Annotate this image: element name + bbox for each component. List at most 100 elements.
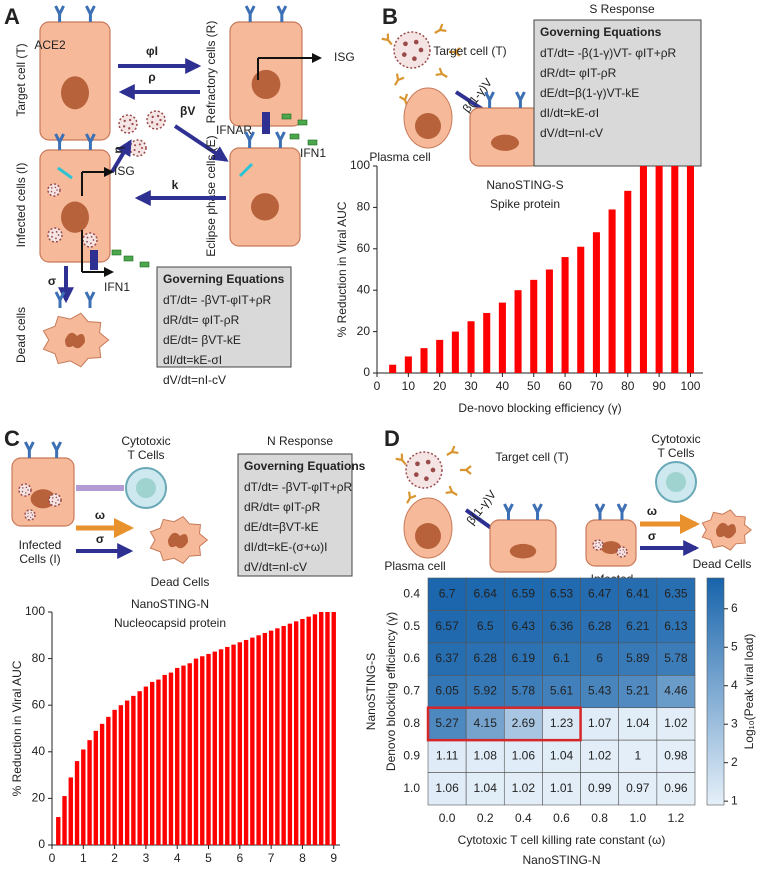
rate-label: βV <box>180 104 195 118</box>
bar <box>131 695 136 845</box>
heatmap-cell <box>427 610 467 644</box>
virion-dot <box>27 515 29 517</box>
equation: dE/dt= βVT-kE <box>163 333 241 347</box>
y-tick-label: 0.6 <box>403 651 420 665</box>
virion-dot <box>413 39 419 45</box>
bar <box>200 656 205 845</box>
bar <box>483 312 491 373</box>
heatmap-cell <box>618 772 658 806</box>
cell-label: 6.53 <box>550 586 574 600</box>
bar <box>225 646 230 845</box>
x-tick-label: 30 <box>464 379 478 393</box>
bar <box>143 686 149 845</box>
bar <box>112 709 117 845</box>
bar <box>162 674 167 845</box>
antibody <box>435 67 448 78</box>
x-tick-label: 0.4 <box>515 811 532 825</box>
cell-label: 1 <box>634 749 641 763</box>
cell-label: 1.01 <box>550 781 574 795</box>
virion-dot <box>55 496 58 499</box>
heatmap-cell <box>503 642 543 676</box>
nucleus <box>30 489 56 509</box>
antibody <box>406 491 417 504</box>
cell-label: Infected cells (I) <box>14 163 28 248</box>
x-tick-label: 0.8 <box>591 811 608 825</box>
virion-dot <box>52 497 54 499</box>
bar <box>62 796 67 845</box>
dead-nucleus <box>168 532 188 549</box>
virion-dot <box>150 121 154 124</box>
colorbar-tick-label: 2 <box>731 755 738 769</box>
bar <box>545 269 553 373</box>
bar <box>389 364 397 373</box>
bar <box>243 639 249 845</box>
virion-dot <box>131 122 134 126</box>
cell-label: 0.99 <box>588 781 612 795</box>
virion <box>47 227 63 243</box>
rate-label: η <box>111 146 125 153</box>
x-tick-label: 1 <box>80 851 87 865</box>
cell-label: 0.98 <box>664 749 688 763</box>
bar <box>312 614 318 845</box>
cell-label: 6.35 <box>664 586 688 600</box>
antibody <box>445 485 458 496</box>
heatmap-cell <box>465 642 505 676</box>
antibody <box>446 445 459 456</box>
rate-label: ρ <box>148 70 155 84</box>
x-tick-label: 4 <box>174 851 181 865</box>
antibody <box>394 73 405 86</box>
bar <box>608 209 616 373</box>
cell-label: 5.43 <box>588 684 612 698</box>
panel-label: A <box>4 4 20 29</box>
ifnar <box>90 250 98 270</box>
virion <box>592 539 604 551</box>
bar <box>686 166 694 373</box>
virion <box>48 493 62 507</box>
ifn <box>111 249 122 256</box>
cell-label: 1.06 <box>435 781 459 795</box>
cell-label: Plasma cell <box>369 150 430 164</box>
equation: dI/dt=kE-(σ+ω)I <box>244 540 327 554</box>
equation-box <box>156 266 292 368</box>
heatmap-cell <box>542 642 581 676</box>
plasma-nucleus <box>415 113 441 139</box>
cell-label: 0.97 <box>626 781 650 795</box>
heatmap-cell <box>618 674 658 709</box>
heatmap-cell <box>465 610 505 644</box>
cell-label: 1.06 <box>512 749 536 763</box>
virion-dot <box>424 476 429 482</box>
cell-label: Cytotoxic T Cells <box>651 432 700 460</box>
virion-dot <box>598 546 600 549</box>
x-tick-label: 20 <box>433 379 447 393</box>
equation: dI/dt=kE-σI <box>163 353 222 367</box>
bar <box>231 644 236 845</box>
virion-dot <box>138 150 141 153</box>
virion-dot <box>55 237 57 240</box>
virion-dot <box>57 499 59 501</box>
receptor <box>54 133 65 150</box>
heatmap-cell <box>542 577 581 611</box>
receptor <box>85 5 96 22</box>
bar <box>93 730 99 845</box>
cell-label: Plasma cell <box>384 559 445 573</box>
cell-label: 6.28 <box>588 619 612 633</box>
cell-label: Target cell (T) <box>433 44 506 58</box>
cell-label: 2.69 <box>512 716 536 730</box>
heatmap-cell <box>618 739 658 773</box>
heatmap-cell <box>656 707 696 741</box>
nucleus <box>509 543 537 559</box>
bar <box>175 667 180 845</box>
receptor <box>532 503 543 520</box>
antibody <box>449 47 461 57</box>
virion-dot <box>140 146 144 150</box>
colorbar-label: Log₁₀(Peak viral load) <box>742 634 756 750</box>
virion-dot <box>412 56 417 62</box>
cell-label: 6.59 <box>512 586 536 600</box>
virion-dot <box>86 240 88 243</box>
bar <box>212 651 217 845</box>
virion-dot <box>623 551 626 553</box>
bar <box>420 348 428 373</box>
cell-label: 6.19 <box>512 651 536 665</box>
cell-label: Dead Cells <box>693 557 752 571</box>
colorbar-tick-label: 5 <box>731 639 738 653</box>
